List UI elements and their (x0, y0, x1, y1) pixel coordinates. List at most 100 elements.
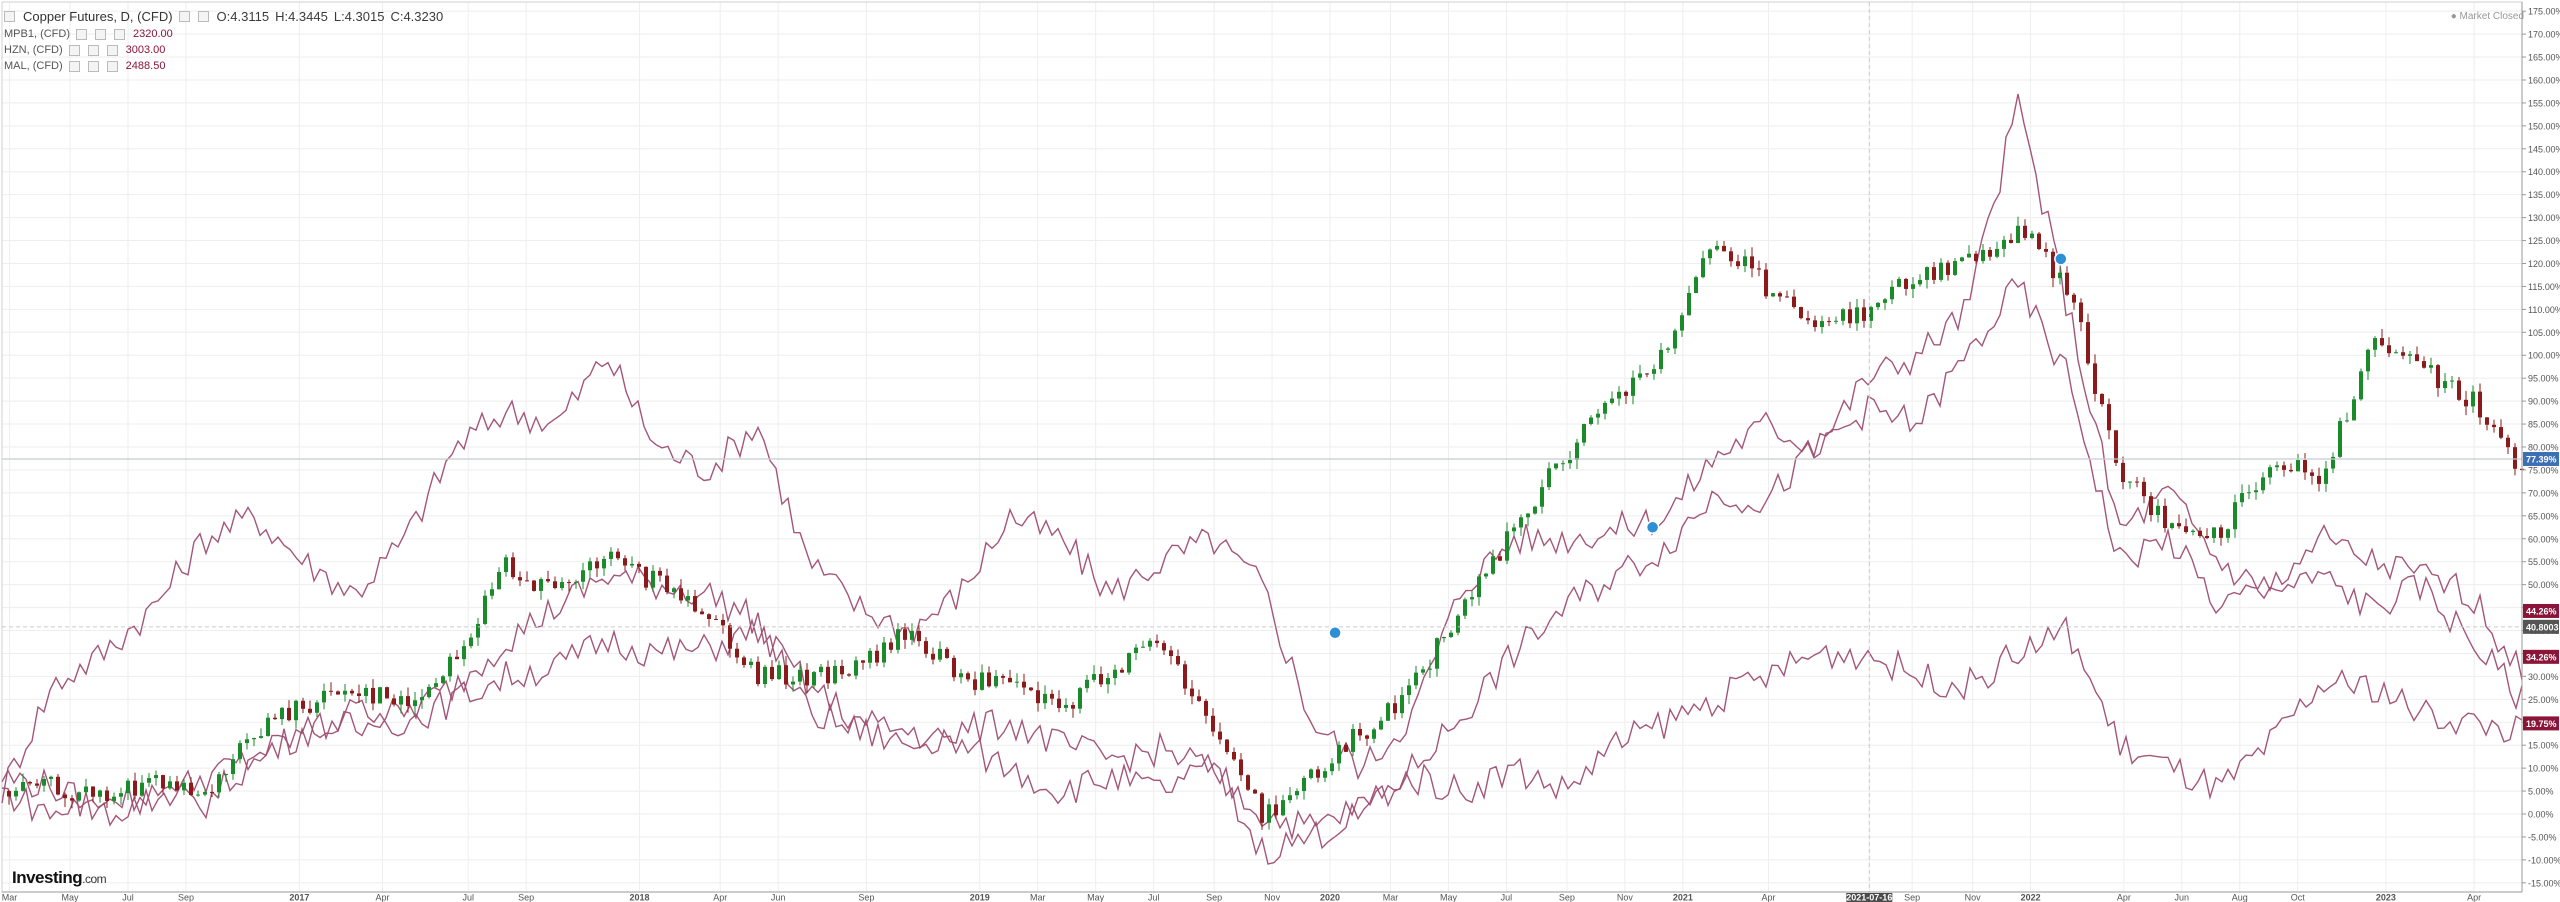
y-tick-label: 160.00% (2528, 75, 2560, 85)
candle (2128, 481, 2132, 483)
x-tick-label: Jul (462, 893, 474, 902)
candle (532, 580, 536, 591)
candle (910, 630, 914, 640)
candle (1078, 688, 1082, 709)
candle (1435, 638, 1439, 669)
candle (1778, 293, 1782, 297)
candle (2079, 302, 2083, 323)
legend-overlay-row[interactable]: MPB1, (CFD) 2320.00 (4, 26, 443, 42)
candle (2289, 469, 2293, 472)
candle (1267, 804, 1271, 823)
candle (462, 646, 466, 660)
candle (707, 614, 711, 619)
candle (2401, 352, 2405, 356)
settings-icon[interactable] (95, 28, 106, 40)
event-markers[interactable] (1328, 252, 2068, 640)
y-tick-label: 115.00% (2528, 282, 2560, 292)
event-marker[interactable] (1645, 520, 1660, 535)
close-icon[interactable] (197, 10, 209, 22)
close-icon[interactable] (114, 28, 125, 40)
candle (1813, 320, 1817, 328)
candle (770, 666, 774, 680)
candle (1260, 793, 1264, 823)
candle (308, 708, 312, 713)
y-tick-label: -10.00% (2528, 855, 2560, 865)
candle (2457, 380, 2461, 400)
candle (1582, 423, 1586, 443)
candle (2429, 365, 2433, 368)
candle (119, 793, 123, 797)
x-tick-label: Sep (178, 893, 194, 902)
candle (637, 563, 641, 567)
candle (1085, 679, 1089, 689)
candle (1463, 599, 1467, 616)
x-tick-label: Sep (1904, 893, 1920, 902)
candle (1617, 391, 1621, 399)
candle (1827, 321, 1831, 323)
close-icon[interactable] (106, 44, 118, 56)
y-tick-label: 90.00% (2528, 397, 2559, 407)
candle (1939, 262, 1943, 280)
candle (1862, 307, 1866, 321)
y-tick-label: 15.00% (2528, 741, 2559, 751)
candle (245, 739, 249, 744)
legend-main-row[interactable]: Copper Futures, D, (CFD) O:4.3115 H:4.34… (4, 6, 443, 26)
y-tick-label: 5.00% (2528, 787, 2554, 797)
candle (1323, 771, 1327, 778)
x-tick-label: Mar (2, 893, 18, 902)
legend-overlay-row[interactable]: HZN, (CFD) 3003.00 (4, 42, 443, 58)
candle (1638, 373, 1642, 378)
candle (1687, 293, 1691, 316)
candle (791, 681, 795, 685)
candle (427, 686, 431, 698)
candle (210, 792, 214, 794)
candle (1113, 669, 1117, 679)
event-marker[interactable] (1328, 626, 1342, 640)
candle (1239, 759, 1243, 776)
candle (126, 780, 130, 794)
candle (539, 579, 543, 591)
candle (889, 642, 893, 650)
candle (1449, 632, 1453, 637)
x-tick-label: Mar (1030, 893, 1046, 902)
candle (91, 786, 95, 797)
candle (2058, 272, 2062, 279)
eye-icon[interactable] (76, 28, 87, 40)
settings-icon[interactable] (87, 60, 99, 72)
settings-icon[interactable] (178, 10, 190, 22)
price-badge (2523, 603, 2559, 618)
candle (994, 676, 998, 687)
candle (2492, 424, 2496, 428)
candle (1484, 573, 1488, 577)
candle (2002, 239, 2006, 249)
candle (2324, 468, 2328, 484)
candle (2233, 502, 2237, 530)
collapse-icon[interactable] (4, 10, 15, 22)
event-marker[interactable] (2054, 252, 2068, 266)
candle (147, 778, 151, 783)
candle (343, 690, 347, 695)
legend-overlay-row[interactable]: MAL, (CFD) 2488.50 (4, 58, 443, 74)
y-tick-label: 25.00% (2528, 695, 2559, 705)
candle (721, 619, 725, 626)
eye-icon[interactable] (68, 60, 80, 72)
candle (140, 782, 144, 796)
candle (1246, 775, 1250, 790)
candle (875, 650, 879, 663)
candle (441, 676, 445, 684)
candle (28, 782, 32, 784)
candle (1512, 527, 1516, 532)
eye-icon[interactable] (68, 44, 80, 56)
candle (917, 630, 921, 642)
x-tick-label: May (1440, 893, 1458, 902)
candle (784, 665, 788, 685)
price-badge-label: 44.26% (2526, 606, 2557, 616)
candle (1218, 731, 1222, 740)
candle (973, 679, 977, 690)
candle (2212, 527, 2216, 539)
candle (595, 561, 599, 569)
x-tick-label: Sep (518, 893, 534, 902)
settings-icon[interactable] (87, 44, 99, 56)
close-icon[interactable] (106, 60, 118, 72)
